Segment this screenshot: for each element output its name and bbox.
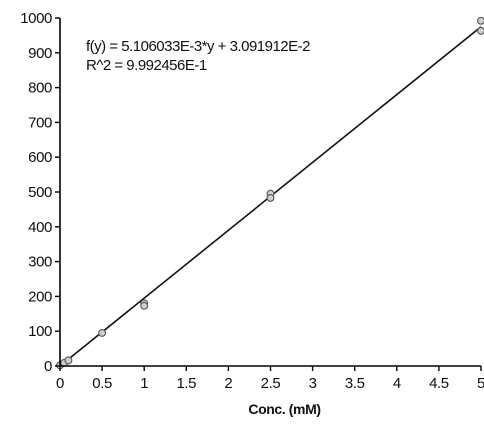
x-tick-label: 2: [224, 375, 232, 392]
r-squared: R^2 = 9.992456E-1: [86, 57, 207, 74]
y-tick-label: 1000: [20, 10, 52, 27]
data-point: [477, 16, 484, 25]
y-tick-label: 300: [28, 254, 52, 271]
x-tick-label: 1: [140, 375, 148, 392]
x-axis: 0 0.5 1 1.5 2 2.5 3 3.5 4 4.5 5: [56, 365, 484, 392]
equation-annotations: f(y) = 5.106033E-3*y + 3.091912E-2 R^2 = …: [86, 38, 311, 74]
y-tick-label: 400: [28, 219, 52, 236]
y-tick-label: 200: [28, 288, 52, 305]
y-tick-label: 800: [28, 80, 52, 97]
data-point: [98, 328, 107, 337]
data-point: [477, 26, 484, 35]
x-tick-label: 4: [393, 375, 401, 392]
data-point: [140, 301, 149, 310]
y-axis: 0 100 200 300 400 500 600 700 800 900 1000: [20, 10, 61, 375]
x-tick-label: 3: [309, 375, 317, 392]
y-tick-label: 500: [28, 184, 52, 201]
y-tick-label: 700: [28, 114, 52, 131]
x-tick-label: 0.5: [92, 375, 112, 392]
x-axis-title: Conc. (mM): [248, 401, 320, 417]
y-tick-label: 100: [28, 323, 52, 340]
y-tick-label: 900: [28, 45, 52, 62]
y-tick-label: 0: [44, 358, 52, 375]
x-tick-label: 1.5: [176, 375, 196, 392]
data-point: [64, 356, 73, 365]
fit-equation: f(y) = 5.106033E-3*y + 3.091912E-2: [86, 38, 310, 55]
y-tick-label: 600: [28, 149, 52, 166]
x-tick-label: 3.5: [345, 375, 365, 392]
data-point: [266, 193, 275, 202]
x-tick-label: 5: [477, 375, 484, 392]
x-tick-label: 2.5: [261, 375, 281, 392]
x-tick-label: 4.5: [429, 375, 449, 392]
plot-area: [56, 16, 484, 370]
x-tick-label: 0: [56, 375, 64, 392]
